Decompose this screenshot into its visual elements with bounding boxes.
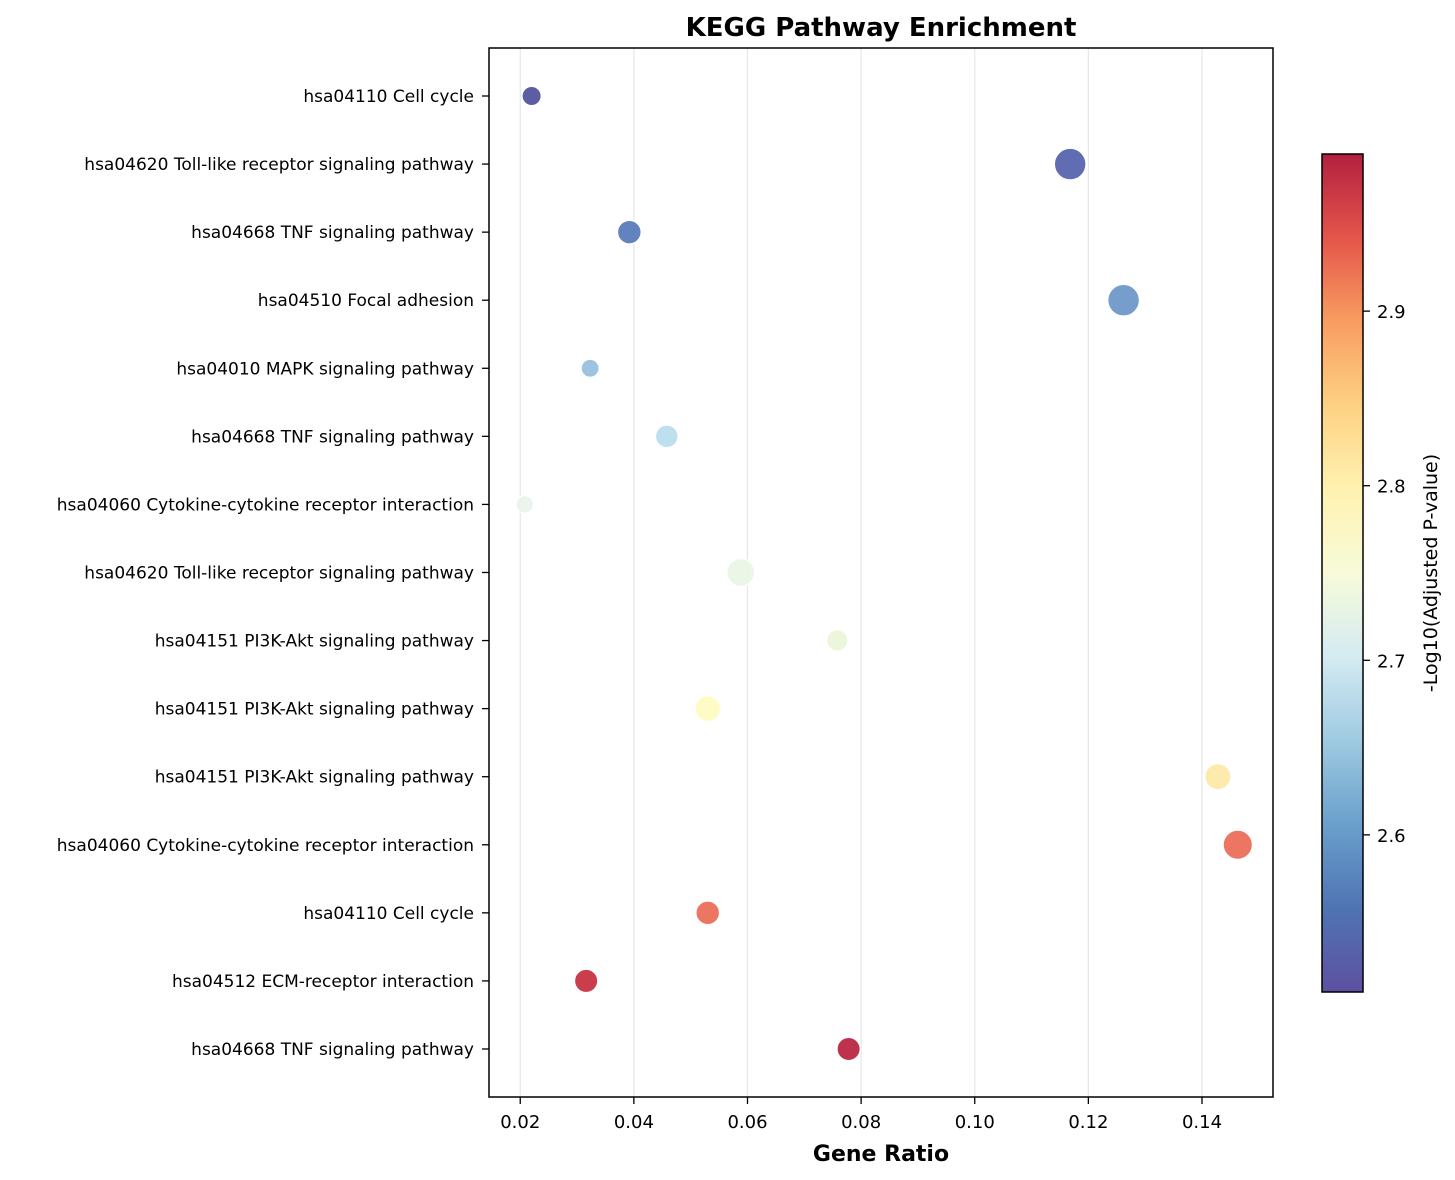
grid-lines <box>519 48 1203 1097</box>
data-point <box>836 1036 862 1062</box>
colorbar-tick-label: 2.9 <box>1377 302 1406 323</box>
y-tick-label: hsa04151 PI3K-Akt signaling pathway <box>155 700 474 720</box>
data-point <box>694 900 721 926</box>
data-point <box>1106 283 1141 318</box>
x-axis-label: Gene Ratio <box>813 1142 949 1167</box>
data-point <box>1222 829 1254 861</box>
colorbar-tick-label: 2.8 <box>1377 477 1406 498</box>
data-point <box>573 968 599 994</box>
colorbar-ticks: 2.6 2.7 2.8 2.9 <box>1363 302 1406 847</box>
data-point <box>514 494 535 515</box>
x-tick-label: 0.06 <box>727 1112 767 1133</box>
y-tick-label: hsa04060 Cytokine-cytokine receptor inte… <box>57 836 474 856</box>
data-point <box>1053 147 1087 181</box>
y-tick-label: hsa04110 Cell cycle <box>303 87 474 107</box>
colorbar-tick-label: 2.6 <box>1377 826 1406 847</box>
data-point <box>654 424 680 449</box>
y-tick-label: hsa04512 ECM-receptor interaction <box>172 972 474 992</box>
y-axis-ticks: hsa04110 Cell cycle hsa04620 Toll-like re… <box>57 87 489 1060</box>
y-tick-label: hsa04620 Toll-like receptor signaling pa… <box>84 155 474 175</box>
y-tick-label: hsa04010 MAPK signaling pathway <box>176 359 474 379</box>
y-tick-label: hsa04620 Toll-like receptor signaling pa… <box>84 563 474 583</box>
colorbar <box>1321 153 1364 993</box>
x-tick-label: 0.08 <box>841 1112 881 1133</box>
plot-frame <box>488 47 1274 1098</box>
y-tick-label: hsa04668 TNF signaling pathway <box>191 427 474 447</box>
y-tick-label: hsa04151 PI3K-Akt signaling pathway <box>155 768 474 788</box>
x-tick-label: 0.14 <box>1182 1112 1222 1133</box>
y-tick-label: hsa04668 TNF signaling pathway <box>191 1040 474 1060</box>
data-point <box>693 694 722 723</box>
x-axis-ticks: 0.02 0.04 0.06 0.08 0.10 0.12 0.14 <box>500 1097 1222 1133</box>
y-tick-label: hsa04668 TNF signaling pathway <box>191 223 474 243</box>
y-tick-label: hsa04110 Cell cycle <box>303 904 474 924</box>
data-point <box>725 557 756 588</box>
data-point <box>616 219 643 245</box>
y-tick-label: hsa04060 Cytokine-cytokine receptor inte… <box>57 495 474 515</box>
x-tick-label: 0.04 <box>614 1112 654 1133</box>
x-tick-label: 0.12 <box>1068 1112 1108 1133</box>
data-point <box>580 358 601 379</box>
data-point <box>521 85 543 107</box>
data-point <box>825 628 849 653</box>
x-tick-label: 0.02 <box>500 1112 540 1133</box>
x-tick-label: 0.10 <box>955 1112 995 1133</box>
chart-title: KEGG Pathway Enrichment <box>686 13 1077 43</box>
data-point <box>1203 762 1232 791</box>
y-tick-label: hsa04510 Focal adhesion <box>258 291 474 311</box>
colorbar-tick-label: 2.7 <box>1377 651 1406 672</box>
colorbar-label: -Log10(Adjusted P-value) <box>1420 454 1442 692</box>
y-tick-label: hsa04151 PI3K-Akt signaling pathway <box>155 632 474 652</box>
data-points <box>514 85 1254 1062</box>
